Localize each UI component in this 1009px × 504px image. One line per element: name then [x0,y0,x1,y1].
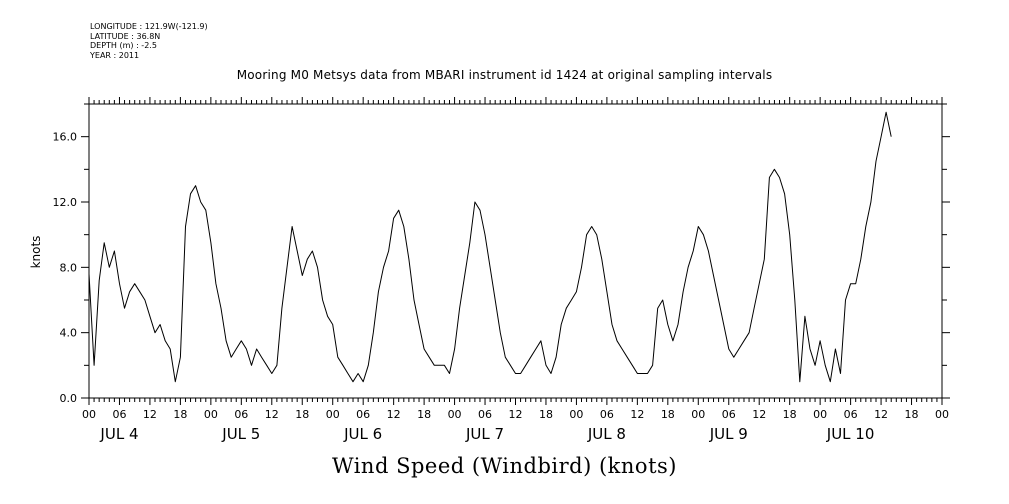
y-tick-label: 12.0 [53,196,78,209]
x-tick-label: 06 [478,408,492,421]
y-tick-label: 8.0 [60,261,78,274]
x-tick-label: 18 [173,408,187,421]
x-tick-label: 18 [905,408,919,421]
x-tick-label: 00 [691,408,705,421]
x-day-label: JUL 4 [99,425,138,443]
x-tick-label: 12 [874,408,888,421]
y-tick-label: 16.0 [53,131,78,144]
y-axis-title: knots [29,236,43,269]
x-day-label: JUL 10 [826,425,875,443]
x-tick-label: 00 [82,408,96,421]
x-tick-label: 12 [265,408,279,421]
x-tick-label: 06 [722,408,736,421]
x-tick-label: 12 [630,408,644,421]
x-tick-label: 00 [569,408,583,421]
station-metadata: LONGITUDE : 121.9W(-121.9) LATITUDE : 36… [90,22,208,60]
x-tick-label: 00 [935,408,949,421]
x-tick-label: 18 [417,408,431,421]
x-tick-label: 06 [234,408,248,421]
axis-labels: 00 06 12 18 00 06 12 18 00 06 12 18 00 06 12 18 00 06 12 18… [53,131,950,443]
x-tick-label: 06 [844,408,858,421]
axis-ticks [81,97,950,405]
series-group [88,111,892,383]
latitude-label: LATITUDE : 36.8N [90,31,161,41]
x-day-label: JUL 9 [709,425,748,443]
y-tick-label: 4.0 [60,327,78,340]
series-line [88,111,892,383]
x-tick-label: 06 [600,408,614,421]
x-tick-label: 18 [295,408,309,421]
x-tick-label: 00 [326,408,340,421]
x-axis-title: Wind Speed (Windbird) (knots) [332,454,677,478]
year-label: YEAR : 2011 [90,50,140,60]
longitude-label: LONGITUDE : 121.9W(-121.9) [90,22,208,31]
x-tick-label: 06 [356,408,370,421]
x-tick-label: 12 [509,408,523,421]
x-day-label: JUL 6 [343,425,382,443]
x-tick-label: 06 [112,408,126,421]
x-tick-label: 12 [752,408,766,421]
y-tick-label: 0.0 [60,392,78,405]
x-tick-label: 18 [783,408,797,421]
x-tick-label: 00 [448,408,462,421]
x-tick-label: 12 [387,408,401,421]
x-tick-label: 18 [661,408,675,421]
x-tick-label: 00 [813,408,827,421]
chart-title: Mooring M0 Metsys data from MBARI instru… [236,68,773,82]
x-day-label: JUL 7 [465,425,504,443]
plot-border [88,103,943,399]
x-tick-label: 18 [539,408,553,421]
x-tick-label: 12 [143,408,157,421]
x-day-label: JUL 8 [587,425,626,443]
x-tick-label: 00 [204,408,218,421]
x-day-label: JUL 5 [221,425,260,443]
plot-frame [88,103,943,399]
depth-label: DEPTH (m) : -2.5 [90,41,157,50]
